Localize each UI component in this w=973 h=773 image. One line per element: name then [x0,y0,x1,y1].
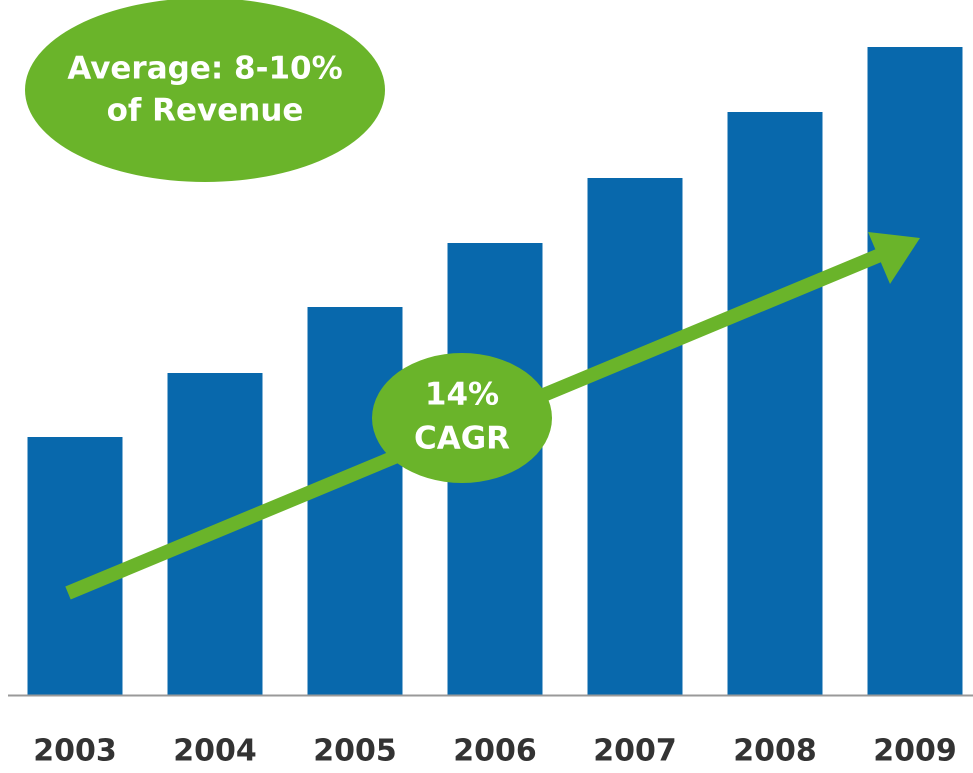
x-tick-label: 2008 [733,734,817,769]
annotation-text: 14% [425,377,499,413]
average-bubble [25,0,385,182]
x-tick-label: 2009 [873,734,957,769]
x-tick-label: 2006 [453,734,537,769]
bar [307,307,403,695]
arrow-head [868,232,920,284]
x-tick-label: 2004 [173,734,257,769]
annotation-text: Average: 8-10% [67,51,342,87]
cagr-bubble [372,353,552,483]
annotation-text: of Revenue [107,93,304,129]
bar [587,178,683,695]
annotation-text: CAGR [414,421,510,457]
bar [27,437,123,695]
x-tick-label: 2005 [313,734,397,769]
bars [27,47,963,695]
x-tick-label: 2007 [593,734,677,769]
bar [727,112,823,695]
bar [867,47,963,695]
x-tick-label: 2003 [33,734,117,769]
overlay: Average: 8-10% of Revenue 14% CAGR [25,0,920,600]
